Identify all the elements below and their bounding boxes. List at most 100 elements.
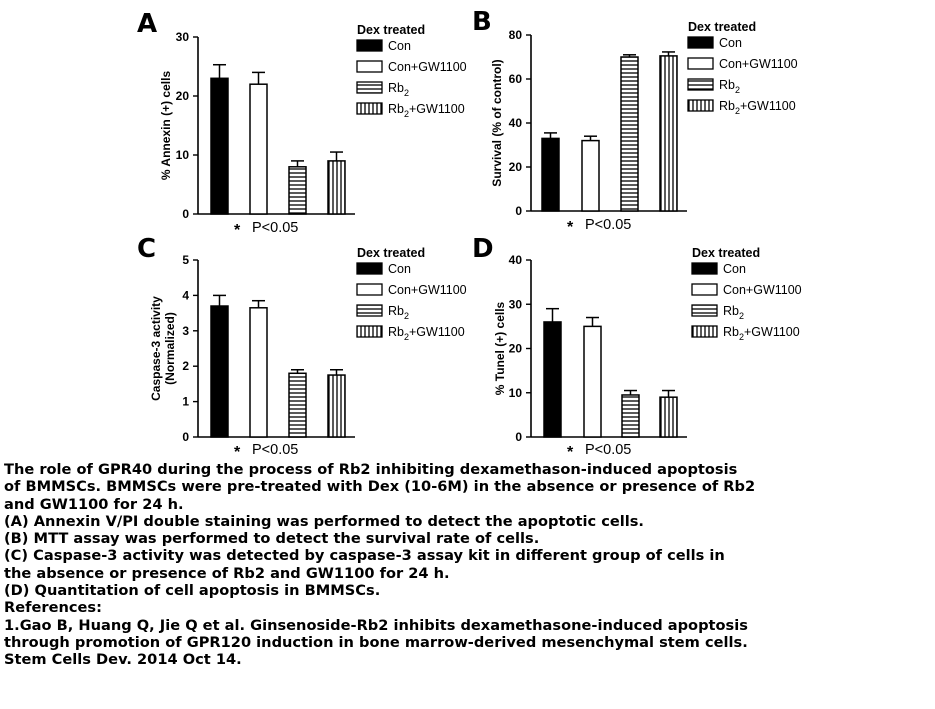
panel-letter: A (137, 9, 157, 39)
caption-line: of BMMSCs. BMMSCs were pre-treated with … (4, 478, 756, 496)
legend-label: Rb2 (388, 81, 409, 98)
legend-label-text: Con (719, 36, 742, 50)
legend-label-text: Con (723, 262, 746, 276)
bar-con-gw1100 (581, 139, 600, 212)
legend-swatch (691, 304, 718, 317)
legend-label-text: Rb (719, 78, 735, 92)
legend-title: Dex treated (692, 246, 760, 260)
legend-label: Rb2 (723, 304, 744, 321)
y-axis-label: % Tunel (+) cells (493, 301, 507, 395)
legend-swatch (356, 81, 383, 94)
legend-swatch (356, 262, 383, 275)
legend-label-subscript: 2 (404, 332, 409, 342)
legend-label-text: Con+GW1100 (388, 60, 467, 74)
figure-caption: The role of GPR40 during the process of … (4, 461, 932, 669)
y-tick-label: 40 (509, 253, 523, 267)
legend-label-suffix: +GW1100 (740, 99, 796, 113)
caption-line: The role of GPR40 during the process of … (4, 461, 738, 478)
legend-label-text: Rb (719, 99, 735, 113)
legend-swatch (687, 36, 714, 49)
significance-star: * (234, 222, 241, 239)
legend-label: Rb2 (719, 78, 740, 95)
legend-label: Con+GW1100 (719, 57, 798, 71)
bar-rb2-gw1100 (659, 55, 678, 212)
y-tick-label: 1 (182, 395, 189, 409)
legend-swatch (691, 283, 718, 296)
legend-label: Rb2+GW1100 (388, 102, 465, 119)
caption-line: (A) Annexin V/PI double staining was per… (4, 512, 644, 530)
bar-con (543, 321, 562, 438)
legend-label-subscript: 2 (404, 109, 409, 119)
legend-label-text: Rb (723, 325, 739, 339)
y-axis-label: Survival (% of control) (490, 59, 504, 186)
panel-b: B 0 20 40 60 80 Survival (% of control) * P<0.05… (472, 7, 798, 236)
y-tick-label: 20 (509, 160, 523, 174)
legend-label: Con (719, 36, 742, 50)
bar-con-gw1100 (249, 83, 268, 215)
significance-star: * (234, 444, 241, 460)
significance-star: * (567, 219, 574, 236)
legend-label: Con+GW1100 (388, 60, 467, 74)
legend-label-text: Rb (388, 81, 404, 95)
y-axis-label-line2: (Normalized) (163, 312, 177, 385)
bar-rb2 (621, 394, 640, 438)
legend-label-subscript: 2 (404, 88, 409, 98)
panel-a: A 0 10 20 30 % Annexin (+) cells * P<0.05 Dex tr… (137, 9, 467, 239)
bar-rb2-gw1100 (327, 160, 346, 215)
y-tick-label: 4 (182, 288, 189, 302)
y-axis-label: Caspase-3 activity (149, 296, 163, 401)
y-tick-label: 20 (509, 342, 523, 356)
legend-label-text: Con+GW1100 (388, 283, 467, 297)
legend-swatch (356, 102, 383, 115)
legend-swatch (356, 304, 383, 317)
bar-con-gw1100 (583, 325, 602, 438)
significance-note: P<0.05 (252, 220, 298, 236)
legend-label: Con+GW1100 (388, 283, 467, 297)
y-tick-label: 10 (509, 386, 523, 400)
caption-line: and GW1100 for 24 h. (4, 495, 184, 513)
caption-line: (C) Caspase-3 activity was detected by c… (4, 547, 725, 565)
legend-label-text: Con (388, 39, 411, 53)
legend-label: Rb2+GW1100 (723, 325, 800, 342)
caption-line: Stem Cells Dev. 2014 Oct 14. (4, 651, 242, 669)
legend-label-text: Con+GW1100 (719, 57, 798, 71)
y-tick-label: 40 (509, 116, 523, 130)
legend-label: Con+GW1100 (723, 283, 802, 297)
y-tick-label: 30 (176, 30, 190, 44)
panel-letter: D (472, 234, 494, 264)
significance-note: P<0.05 (252, 442, 298, 458)
significance-star: * (567, 444, 574, 460)
caption-line: the absence or presence of Rb2 and GW110… (4, 564, 450, 582)
y-tick-label: 0 (515, 430, 522, 444)
y-tick-label: 5 (182, 253, 189, 267)
bar-con (541, 137, 560, 212)
legend-label: Con (723, 262, 746, 276)
legend-title: Dex treated (357, 23, 425, 37)
bar-con-gw1100 (249, 307, 268, 438)
panel-c: C 0 1 2 3 4 5 Caspase-3 activity (Normalized) * P<… (137, 234, 467, 460)
caption-line: through promotion of GPR120 induction in… (4, 633, 748, 651)
y-tick-label: 0 (182, 430, 189, 444)
legend-label-subscript: 2 (404, 311, 409, 321)
y-tick-label: 0 (182, 207, 189, 221)
panel-letter: B (472, 7, 492, 37)
caption-line: References: (4, 599, 102, 617)
legend-swatch (687, 78, 714, 91)
legend-label-subscript: 2 (739, 332, 744, 342)
y-tick-label: 20 (176, 89, 190, 103)
legend-swatch (691, 262, 718, 275)
y-tick-label: 60 (509, 72, 523, 86)
legend-label-text: Rb (388, 102, 404, 116)
legend-swatch (356, 283, 383, 296)
legend-title: Dex treated (357, 246, 425, 260)
y-tick-label: 10 (176, 148, 190, 162)
legend-label-suffix: +GW1100 (409, 102, 465, 116)
y-tick-label: 2 (182, 359, 189, 373)
bar-rb2 (620, 56, 639, 212)
significance-note: P<0.05 (585, 217, 631, 233)
legend-label-text: Rb (388, 304, 404, 318)
caption-line: (B) MTT assay was performed to detect th… (4, 530, 540, 548)
